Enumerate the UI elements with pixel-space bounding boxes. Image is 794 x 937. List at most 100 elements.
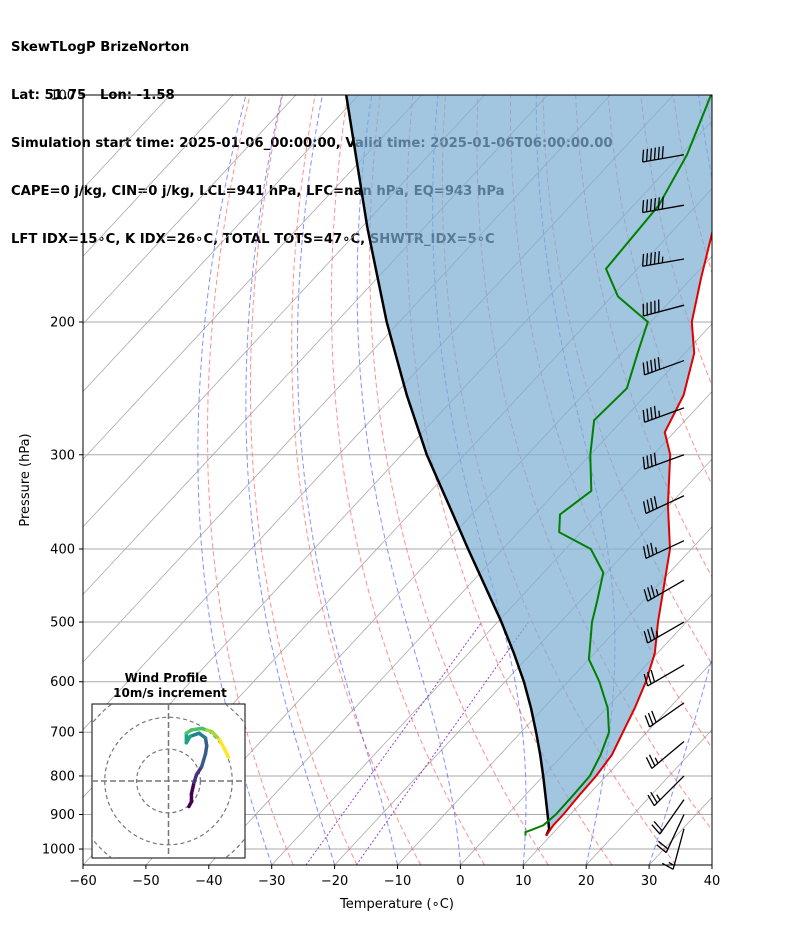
wind-barb-half-flag (655, 630, 659, 638)
x-tick-label: −10 (384, 874, 411, 889)
wind-barb-flag (645, 199, 649, 212)
moist-adiabat-line (356, 95, 461, 865)
wind-barb-staff (644, 454, 685, 470)
wind-barb-flag (641, 149, 645, 163)
x-tick-label: 40 (704, 874, 721, 889)
wind-barb-flag (641, 200, 645, 213)
dry-adiabat-line (771, 95, 794, 865)
wind-barb-flag (644, 715, 651, 728)
wind-barb-flag (649, 252, 653, 265)
wind-barb (643, 664, 685, 687)
wind-barb-flag (650, 626, 656, 640)
wind-barb-flag (642, 456, 646, 470)
x-tick-label: 0 (456, 874, 464, 889)
wind-barb-flag (657, 197, 660, 210)
moist-adiabat-line (296, 95, 398, 865)
x-axis-label: Temperature (∘C) (339, 897, 454, 912)
wind-barb-flag (651, 710, 657, 723)
wind-barb-staff (644, 359, 685, 376)
wind-barb-flag (643, 630, 649, 644)
wind-barb (643, 579, 685, 602)
wind-barb-staff (645, 540, 685, 560)
isotherm-line (83, 95, 485, 528)
wind-barb-flag (647, 628, 652, 642)
x-tick-label: −40 (195, 874, 222, 889)
wind-barb-flag (657, 357, 661, 370)
wind-barb (645, 740, 685, 769)
wind-barb (656, 814, 685, 854)
axes: −60 −50 −40 −30 −20 −10 0 10 20 30 40 1000 900 800 700… (42, 89, 720, 890)
x-tick-label: −60 (69, 874, 96, 889)
y-tick-label: 800 (50, 769, 75, 784)
wind-barb-staff (643, 304, 685, 317)
x-tick-label: −20 (321, 874, 348, 889)
wind-barb-staff (672, 828, 685, 870)
wind-barb (641, 251, 685, 267)
wind-barb-flag (653, 405, 657, 419)
y-axis-label: Pressure (hPa) (18, 433, 33, 526)
wind-barb-flag (648, 754, 656, 767)
wind-barb-flag (653, 198, 656, 211)
y-tick-label: 500 (50, 616, 75, 631)
wind-barb-flag (650, 454, 653, 467)
wind-barb-staff (659, 799, 685, 835)
wind-barb-flag (657, 840, 669, 850)
mixing-ratio-line (305, 621, 483, 865)
y-tick-label: 900 (50, 808, 75, 823)
y-tick-label: 300 (50, 448, 75, 463)
wind-barb-flag (649, 198, 653, 212)
x-tick-label: 20 (578, 874, 595, 889)
isotherm-line (523, 661, 712, 865)
wind-barb-flag (642, 409, 646, 423)
y-tick-label: 200 (50, 315, 75, 330)
wind-barb-flag (642, 501, 647, 514)
wind-barb-staff (651, 740, 685, 769)
isotherm-line (83, 95, 297, 325)
wind-barb-flag (650, 669, 656, 683)
dry-adiabat-line (476, 95, 712, 831)
wind-barb (641, 196, 685, 214)
wind-barb (642, 357, 685, 376)
wind-barb-flag (650, 407, 653, 420)
wind-barb-flag (645, 148, 649, 162)
hodograph-trace-segment (222, 747, 231, 759)
wind-barb-flag (641, 253, 645, 267)
temperature-profile-line (545, 229, 712, 837)
wind-barb-flag (646, 361, 649, 374)
wind-barb-flag (650, 542, 654, 556)
wind-barb-flag (650, 791, 658, 804)
parcel-profile-line (344, 95, 551, 837)
dry-adiabat-line (330, 95, 485, 865)
wind-barb-staff (642, 258, 685, 267)
wind-barb (642, 540, 685, 560)
isotherm-line (397, 526, 712, 865)
wind-barb (642, 299, 685, 317)
moist-adiabat-line (245, 95, 336, 865)
isotherm-line (83, 95, 234, 257)
wind-barb-flag (646, 408, 649, 421)
wind-barb-flag (661, 862, 674, 870)
cape-shading (346, 95, 712, 836)
dry-adiabat-line (406, 95, 613, 865)
wind-barb-staff (644, 407, 685, 423)
wind-barb-half-flag (655, 589, 659, 596)
moist-adiabat-line (711, 863, 712, 865)
wind-barb-half-flag (654, 757, 659, 764)
x-tick-label: 10 (515, 874, 532, 889)
isotherm-line (83, 95, 360, 393)
wind-barb-flag (661, 196, 664, 210)
wind-barb-flag (642, 546, 647, 559)
wind-barb-staff (645, 495, 685, 515)
x-tick-label: 30 (641, 874, 658, 889)
wind-barb-flag (657, 146, 660, 160)
wind-barb (644, 702, 685, 728)
wind-barb-flag (645, 757, 653, 769)
wind-barb-flag (653, 452, 657, 466)
y-tick-label: 100 (50, 89, 75, 104)
hodograph-trace-segment (189, 780, 196, 796)
dry-adiabat-line (738, 95, 794, 865)
y-tick-label: 400 (50, 542, 75, 557)
wind-barb-flag (647, 794, 655, 806)
hodograph-inset: Wind Profile 10m/s increment (91, 671, 246, 859)
